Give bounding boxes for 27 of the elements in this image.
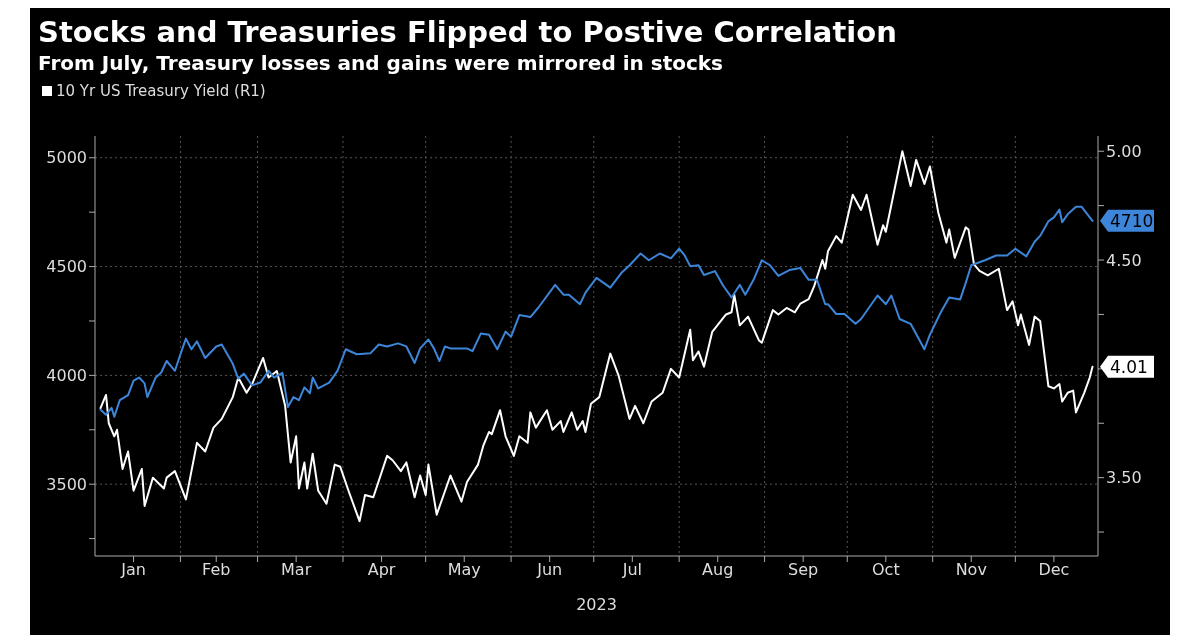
line-series bbox=[99, 205, 1094, 418]
x-tick-label: Sep bbox=[788, 560, 819, 580]
x-tick-label: Apr bbox=[367, 560, 396, 580]
x-tick-label: May bbox=[447, 560, 481, 580]
x-tick-label: Jul bbox=[621, 560, 642, 580]
legend-label: 10 Yr US Treasury Yield (R1) bbox=[56, 82, 266, 100]
data-label: 4.01 bbox=[1110, 356, 1148, 377]
y2-tick-label: 3.50 bbox=[1106, 468, 1142, 488]
x-axis-title: 2023 bbox=[576, 595, 617, 614]
y-tick-label: 4000 bbox=[46, 366, 87, 386]
y-tick-label: 3500 bbox=[46, 474, 87, 494]
y2-tick-label: 5.00 bbox=[1106, 141, 1142, 161]
y2-tick-label: 4.50 bbox=[1106, 250, 1142, 270]
chart-title: Stocks and Treasuries Flipped to Postive Correlation bbox=[37, 14, 898, 50]
y-tick-label: 5000 bbox=[46, 148, 87, 168]
x-tick-label: Nov bbox=[955, 560, 987, 580]
x-tick-label: Mar bbox=[281, 560, 312, 580]
x-tick-label: Aug bbox=[702, 560, 734, 580]
x-tick-label: Dec bbox=[1038, 560, 1070, 580]
x-tick-label: Oct bbox=[871, 560, 900, 580]
x-tick-label: Feb bbox=[202, 560, 231, 580]
x-tick-label: Jan bbox=[120, 560, 146, 580]
x-tick-label: Jun bbox=[536, 560, 563, 580]
chart-subtitle: From July, Treasury losses and gains were mirrored in stocks bbox=[37, 50, 724, 76]
data-label: 4710 bbox=[1110, 210, 1154, 231]
line-series bbox=[99, 150, 1094, 523]
y-tick-label: 4500 bbox=[46, 257, 87, 277]
